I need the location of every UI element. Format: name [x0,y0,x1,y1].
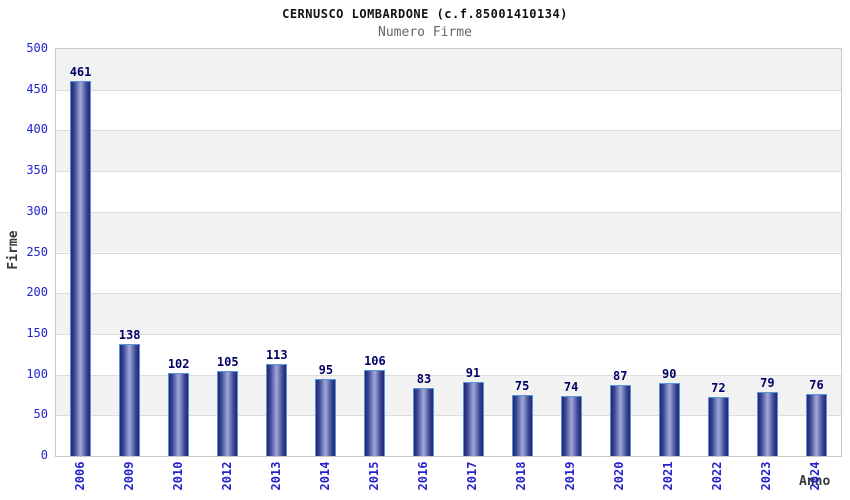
bar-value-label: 91 [465,365,481,380]
chart-title: CERNUSCO LOMBARDONE (c.f.85001410134) [282,7,568,21]
bar-value-label: 87 [612,369,628,384]
grid-line [56,171,841,173]
grid-line [56,252,841,254]
bar [756,391,778,456]
y-tick-label: 250 [26,244,48,259]
bar-value-label: 106 [364,353,386,368]
plot-area: 461 138 102 105 113 95 106 83 91 75 74 87 90 72 79 76 [55,48,842,457]
bar [364,369,386,456]
bar [168,372,190,456]
bar [707,397,729,456]
grid-line [56,130,841,132]
bar-value-label: 461 [69,64,92,79]
y-tick-label: 150 [26,325,48,340]
x-tick-label: 2015 [366,461,381,491]
grid-line [56,293,841,295]
grid-line [56,374,841,376]
x-tick-label: 2016 [415,461,430,491]
x-tick-label: 2022 [710,461,725,491]
x-tick-label: 2014 [317,461,332,491]
bar-value-label: 138 [118,327,141,342]
grid-line [56,89,841,91]
grid-band [56,211,841,253]
x-tick-label: 2021 [661,461,676,491]
x-tick-label: 2019 [563,461,578,491]
x-tick-label: 2013 [268,461,283,491]
bar [560,395,582,456]
x-tick-label: 2020 [612,461,627,491]
bar-value-label: 79 [760,375,775,390]
grid-line [56,211,841,213]
grid-band [56,171,841,212]
bar [658,382,680,456]
bar [511,394,533,456]
y-tick-label: 100 [26,366,48,381]
x-tick-label: 2006 [72,461,87,491]
y-tick-label: 50 [33,407,48,422]
grid-band [56,293,841,334]
bar-value-label: 72 [711,381,726,396]
x-tick-label: 2023 [759,461,774,491]
grid-band [56,89,841,131]
x-tick-label: 2010 [170,461,185,491]
y-tick-label: 300 [26,203,48,218]
y-tick-label: 450 [26,81,48,96]
y-tick-label: 200 [26,285,48,300]
x-tick-label: 2012 [219,461,234,491]
chart-subtitle: Numero Firme [378,25,472,40]
bar [462,381,484,456]
bar-value-label: 75 [514,378,530,393]
bar [315,378,337,456]
bar-value-label: 113 [265,348,288,363]
y-tick-label: 400 [26,122,48,137]
bar-value-label: 102 [167,356,190,371]
bar-value-label: 95 [318,362,334,377]
bar-value-label: 74 [563,379,579,394]
y-tick-label: 500 [26,41,48,55]
x-tick-label: 2017 [465,461,480,491]
x-tick-label: 2024 [808,461,823,491]
grid-band [56,49,841,90]
grid-band [56,130,841,172]
bar-value-label: 105 [216,354,239,369]
bar [119,343,141,456]
grid-band [56,333,841,375]
bar [266,364,288,456]
grid-line [56,415,841,417]
grid-band [56,252,841,294]
bar-value-label: 90 [662,366,677,381]
grid-line [56,333,841,335]
bar-value-label: 76 [809,378,824,393]
x-tick-label: 2018 [514,461,529,491]
x-tick-label: 2009 [121,461,136,491]
x-axis-title: Anno [799,474,831,489]
bar-value-label: 83 [416,372,432,387]
bar [217,370,239,456]
bar [70,80,92,456]
bar [609,385,631,456]
bar [413,388,435,456]
y-tick-label: 350 [26,163,48,178]
y-tick-label: 0 [40,448,48,462]
bar [805,394,827,456]
